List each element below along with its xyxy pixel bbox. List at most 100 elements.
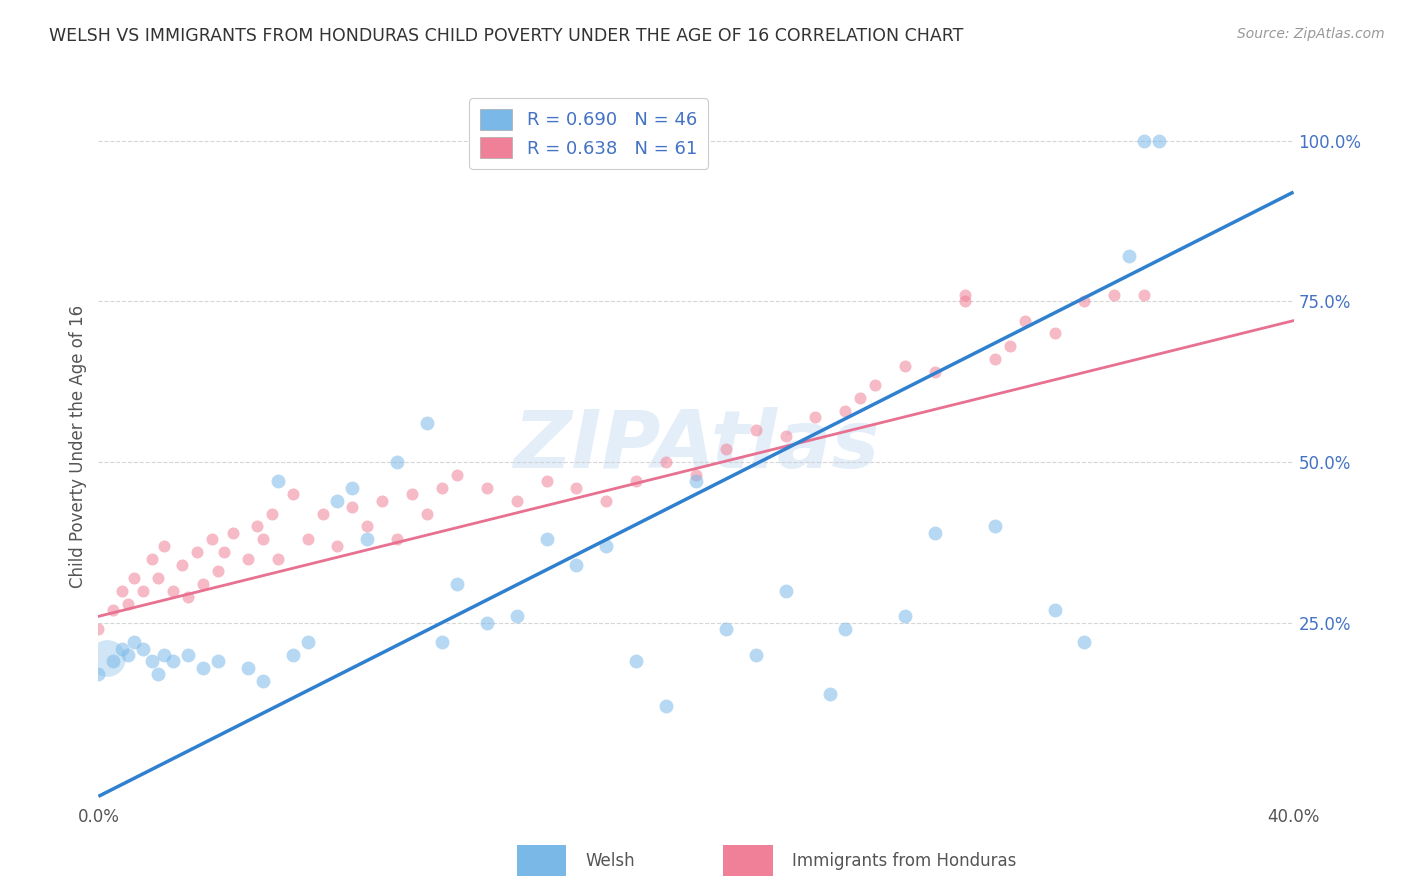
Point xyxy=(714,442,737,457)
Point xyxy=(148,571,170,585)
Point xyxy=(506,609,529,624)
Point xyxy=(111,583,134,598)
Text: Welsh: Welsh xyxy=(585,852,636,870)
Point xyxy=(894,609,917,624)
Point xyxy=(894,359,917,373)
Point xyxy=(446,467,468,482)
Point xyxy=(984,352,1007,367)
Point xyxy=(953,294,976,309)
Point xyxy=(124,571,146,585)
Point xyxy=(153,648,176,662)
Point xyxy=(416,507,439,521)
Point xyxy=(311,507,333,521)
Point xyxy=(342,481,364,495)
Point xyxy=(1073,635,1095,649)
Point xyxy=(124,635,146,649)
Point xyxy=(212,545,235,559)
Point xyxy=(87,622,110,636)
Point xyxy=(342,500,364,514)
Point xyxy=(172,558,194,572)
Point xyxy=(595,539,617,553)
Point xyxy=(1104,288,1126,302)
Point xyxy=(924,525,946,540)
Point xyxy=(148,667,170,681)
Point xyxy=(430,635,453,649)
Point xyxy=(267,551,290,566)
Point xyxy=(655,699,678,714)
Text: Source: ZipAtlas.com: Source: ZipAtlas.com xyxy=(1237,27,1385,41)
Point xyxy=(132,583,155,598)
Point xyxy=(1043,326,1066,341)
Point xyxy=(326,539,349,553)
Point xyxy=(236,661,259,675)
Point xyxy=(186,545,208,559)
Point xyxy=(446,577,468,591)
Point xyxy=(207,654,229,668)
Point xyxy=(117,648,139,662)
Point xyxy=(685,467,707,482)
Point xyxy=(191,577,214,591)
Point xyxy=(984,519,1007,533)
Point xyxy=(252,673,274,688)
Point xyxy=(865,378,887,392)
Point xyxy=(924,365,946,379)
Point xyxy=(745,423,768,437)
Point xyxy=(326,493,349,508)
Y-axis label: Child Poverty Under the Age of 16: Child Poverty Under the Age of 16 xyxy=(69,304,87,588)
Point xyxy=(132,641,155,656)
Point xyxy=(834,622,856,636)
Legend: R = 0.690   N = 46, R = 0.638   N = 61: R = 0.690 N = 46, R = 0.638 N = 61 xyxy=(470,98,707,169)
Point xyxy=(536,533,558,547)
Point xyxy=(177,648,200,662)
Point xyxy=(371,493,394,508)
Point xyxy=(953,288,976,302)
Point xyxy=(595,493,617,508)
Point xyxy=(207,565,229,579)
Text: ZIPAtlas: ZIPAtlas xyxy=(513,407,879,485)
Point xyxy=(191,661,214,675)
Point xyxy=(416,417,439,431)
Point xyxy=(998,339,1021,353)
Point xyxy=(1073,294,1095,309)
Point xyxy=(87,667,110,681)
Point xyxy=(626,475,648,489)
Point xyxy=(252,533,274,547)
Point xyxy=(267,475,290,489)
Point xyxy=(1133,288,1156,302)
Point xyxy=(401,487,423,501)
Point xyxy=(281,648,304,662)
Point xyxy=(246,519,269,533)
Point xyxy=(745,648,768,662)
Point xyxy=(153,539,176,553)
Point xyxy=(141,551,163,566)
Point xyxy=(297,635,319,649)
Point xyxy=(1043,603,1066,617)
Point xyxy=(685,475,707,489)
Point xyxy=(1014,313,1036,327)
Point xyxy=(775,429,797,443)
Point xyxy=(775,583,797,598)
Point xyxy=(475,481,498,495)
Point xyxy=(111,641,134,656)
FancyBboxPatch shape xyxy=(517,846,565,876)
Point xyxy=(117,597,139,611)
Point xyxy=(177,590,200,604)
Point xyxy=(820,686,842,700)
Point xyxy=(201,533,224,547)
Point xyxy=(162,583,184,598)
Point xyxy=(536,475,558,489)
Point xyxy=(260,507,283,521)
Point xyxy=(506,493,529,508)
Point xyxy=(297,533,319,547)
Point xyxy=(356,519,378,533)
Point xyxy=(565,558,588,572)
Point xyxy=(655,455,678,469)
Point xyxy=(714,622,737,636)
Point xyxy=(162,654,184,668)
Point xyxy=(103,603,125,617)
Point xyxy=(1118,249,1140,263)
Point xyxy=(141,654,163,668)
Point xyxy=(849,391,872,405)
Point xyxy=(385,533,409,547)
Text: Immigrants from Honduras: Immigrants from Honduras xyxy=(793,852,1017,870)
